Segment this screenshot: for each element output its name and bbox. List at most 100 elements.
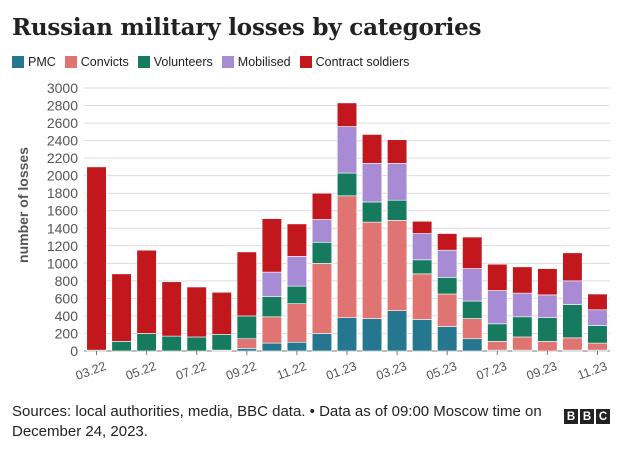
bar-segment-mobilised-05.23 bbox=[437, 249, 458, 278]
bar-segment-volunteers-03.23 bbox=[387, 199, 408, 221]
legend-swatch bbox=[64, 56, 77, 68]
bar-segment-convicts-08.23 bbox=[512, 336, 533, 351]
x-tick-label: 05.22 bbox=[124, 359, 158, 383]
legend-item-mobilised: Mobilised bbox=[221, 55, 291, 69]
bar-segment-contract-soldiers-11.23 bbox=[587, 293, 608, 311]
bar-segment-pmc-10.22 bbox=[261, 342, 282, 352]
y-tick-label: 1200 bbox=[47, 238, 78, 254]
bar-segment-volunteers-09.23 bbox=[537, 317, 558, 342]
bar-segment-mobilised-07.23 bbox=[487, 290, 508, 325]
legend-label: Volunteers bbox=[153, 55, 213, 69]
x-tick-label: 07.23 bbox=[475, 359, 509, 383]
y-tick-label: 400 bbox=[55, 308, 79, 324]
bar-segment-mobilised-03.23 bbox=[387, 163, 408, 201]
x-tick-label: 09.22 bbox=[224, 359, 258, 383]
bar-segment-contract-soldiers-01.23 bbox=[336, 102, 358, 127]
bar-segment-volunteers-11.23 bbox=[587, 325, 608, 344]
bar-segment-volunteers-06.22 bbox=[161, 335, 182, 352]
bar-segment-convicts-11.22 bbox=[286, 303, 307, 343]
bar-segment-volunteers-04.22 bbox=[111, 341, 132, 352]
x-tick-label: 07.22 bbox=[174, 359, 208, 383]
chart-title: Russian military losses by categories bbox=[12, 14, 482, 41]
bar-segment-mobilised-11.23 bbox=[587, 309, 608, 326]
bar-segment-contract-soldiers-07.22 bbox=[186, 286, 207, 338]
y-tick-label: 1000 bbox=[47, 255, 78, 271]
x-tick-label: 03.23 bbox=[374, 359, 408, 383]
bar-segment-contract-soldiers-04.22 bbox=[111, 273, 132, 342]
bar-segment-contract-soldiers-09.22 bbox=[236, 251, 257, 317]
bar-segment-volunteers-12.22 bbox=[311, 241, 333, 264]
legend-item-convicts: Convicts bbox=[64, 55, 129, 69]
bar-segment-mobilised-08.23 bbox=[512, 292, 533, 318]
legend-label: Mobilised bbox=[237, 55, 291, 69]
y-tick-label: 3000 bbox=[47, 80, 78, 96]
bar-segment-convicts-05.23 bbox=[437, 293, 458, 327]
y-tick-label: 200 bbox=[55, 325, 79, 341]
bar-segment-convicts-11.23 bbox=[587, 342, 608, 351]
bar-segment-mobilised-04.23 bbox=[412, 233, 433, 261]
bar-segment-pmc-04.23 bbox=[412, 319, 433, 352]
bar-segment-mobilised-10.23 bbox=[562, 280, 583, 305]
bar-segment-contract-soldiers-08.23 bbox=[512, 266, 533, 294]
bar-segment-volunteers-08.23 bbox=[512, 316, 533, 338]
legend-item-volunteers: Volunteers bbox=[137, 55, 213, 69]
bar-segment-volunteers-08.22 bbox=[211, 334, 232, 351]
bar-segment-contract-soldiers-06.22 bbox=[161, 281, 182, 337]
bar-segment-convicts-03.23 bbox=[387, 220, 408, 311]
y-tick-label: 2400 bbox=[47, 133, 78, 149]
bar-segment-volunteers-06.23 bbox=[462, 300, 483, 319]
y-tick-label: 1600 bbox=[47, 203, 78, 219]
bar-segment-contract-soldiers-05.22 bbox=[136, 249, 157, 334]
bar-segment-volunteers-05.22 bbox=[136, 333, 157, 352]
bar-segment-contract-soldiers-04.23 bbox=[412, 220, 433, 234]
bar-segment-contract-soldiers-03.22 bbox=[86, 166, 107, 351]
bar-segment-volunteers-02.23 bbox=[361, 201, 383, 223]
bar-segment-volunteers-04.23 bbox=[412, 259, 433, 275]
bar-segment-convicts-04.23 bbox=[412, 273, 433, 320]
bar-segment-convicts-10.23 bbox=[562, 337, 583, 351]
bar-segment-contract-soldiers-03.23 bbox=[387, 139, 408, 164]
bar-segment-convicts-09.22 bbox=[236, 338, 257, 349]
bar-segment-pmc-09.22 bbox=[236, 348, 257, 352]
legend-item-pmc: PMC bbox=[12, 55, 56, 69]
x-tick-label: 03.22 bbox=[74, 359, 108, 383]
y-tick-label: 800 bbox=[55, 273, 79, 289]
bbc-logo-b2: B bbox=[580, 409, 594, 424]
bar-segment-convicts-07.23 bbox=[487, 341, 508, 351]
bar-segment-convicts-12.22 bbox=[311, 263, 333, 334]
x-tick-label: 11.23 bbox=[576, 359, 609, 383]
bar-segment-pmc-03.23 bbox=[387, 310, 408, 352]
bar-segment-pmc-05.23 bbox=[437, 326, 458, 352]
legend-item-contract-soldiers: Contract soldiers bbox=[299, 55, 409, 69]
y-tick-label: 0 bbox=[70, 343, 78, 359]
y-tick-label: 2200 bbox=[47, 150, 78, 166]
legend-label: Convicts bbox=[80, 55, 129, 69]
bar-segment-mobilised-12.22 bbox=[311, 219, 333, 243]
legend-swatch bbox=[299, 56, 312, 68]
bar-segment-convicts-02.23 bbox=[361, 221, 383, 319]
bar-segment-volunteers-07.23 bbox=[487, 323, 508, 342]
bar-segment-pmc-11.22 bbox=[286, 341, 307, 352]
bar-segment-contract-soldiers-10.22 bbox=[261, 218, 282, 273]
y-tick-label: 1800 bbox=[47, 185, 78, 201]
y-tick-label: 2800 bbox=[47, 98, 78, 114]
bar-segment-volunteers-10.22 bbox=[261, 296, 282, 318]
bbc-logo-c: C bbox=[596, 409, 610, 424]
bar-segment-convicts-01.23 bbox=[336, 195, 358, 318]
bar-segment-contract-soldiers-10.23 bbox=[562, 252, 583, 282]
bars bbox=[86, 102, 608, 352]
bar-segment-convicts-09.23 bbox=[537, 341, 558, 352]
bar-segment-mobilised-11.22 bbox=[286, 256, 307, 287]
bar-segment-contract-soldiers-09.23 bbox=[537, 268, 558, 296]
x-tick-label: 01.23 bbox=[324, 359, 358, 383]
bar-segment-volunteers-09.22 bbox=[236, 315, 257, 340]
bar-segment-contract-soldiers-08.22 bbox=[211, 291, 232, 335]
legend-swatch bbox=[12, 56, 24, 68]
bar-segment-contract-soldiers-05.23 bbox=[437, 233, 458, 251]
x-tick-label: 09.23 bbox=[525, 359, 559, 383]
bar-segment-contract-soldiers-02.23 bbox=[361, 134, 383, 164]
bar-segment-volunteers-01.23 bbox=[336, 172, 358, 197]
bar-segment-mobilised-01.23 bbox=[336, 126, 358, 174]
